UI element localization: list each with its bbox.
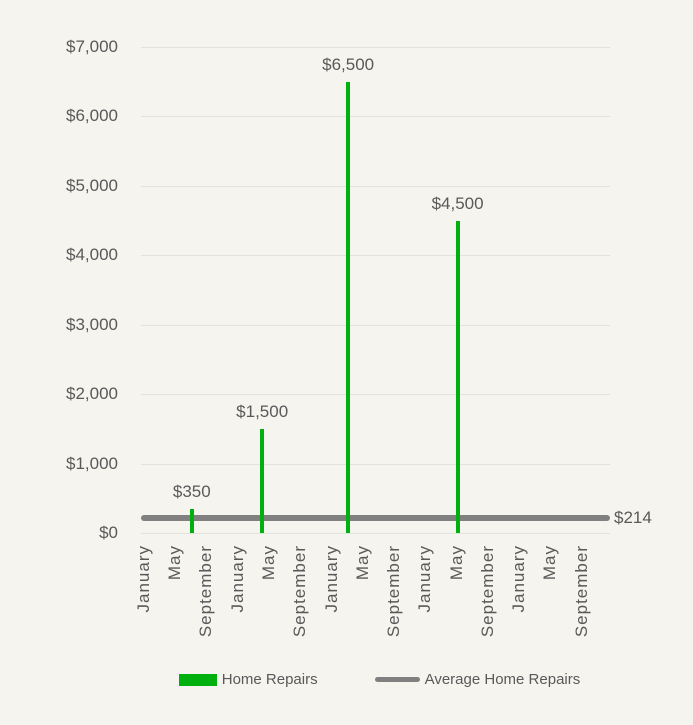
y-gridline (141, 116, 610, 118)
legend-item-average-home-repairs: Average Home Repairs (374, 671, 581, 688)
average-line-value-label: $214 (614, 508, 652, 528)
x-axis-tick-label: January (227, 545, 247, 613)
chart-legend: Home Repairs Average Home Repairs (0, 671, 693, 688)
bar-home-repairs (260, 428, 265, 533)
y-gridline (141, 324, 610, 326)
x-axis-tick-label: January (321, 545, 341, 613)
x-axis-tick-label: September (477, 545, 497, 638)
x-axis-tick-label: September (384, 545, 404, 638)
x-axis-tick-label: January (133, 545, 153, 613)
y-gridline (141, 533, 610, 534)
y-axis-tick-label: $2,000 (66, 384, 118, 404)
y-gridline (141, 185, 610, 187)
average-line (141, 515, 610, 522)
legend-swatch-average-home-repairs (374, 677, 420, 682)
y-axis-tick-label: $5,000 (66, 175, 118, 195)
legend-swatch-home-repairs (178, 673, 217, 686)
x-axis-tick-label: May (540, 545, 560, 581)
x-axis-tick-label: May (352, 545, 372, 581)
legend-label-home-repairs: Home Repairs (221, 671, 318, 688)
y-axis-tick-label: $3,000 (66, 314, 118, 334)
y-gridline (141, 255, 610, 257)
x-axis-tick-label: January (415, 545, 435, 613)
x-axis-tick-label: September (290, 545, 310, 638)
bar-home-repairs (189, 508, 194, 533)
bar-home-repairs (346, 81, 351, 533)
x-axis-tick-label: May (165, 545, 185, 581)
y-gridline (141, 463, 610, 465)
x-axis-tick-label: September (571, 545, 591, 638)
y-axis-tick-label: $7,000 (66, 37, 118, 56)
bar-value-label: $1,500 (236, 401, 289, 421)
x-axis-tick-label: January (509, 545, 529, 613)
y-axis-tick-label: $0 (99, 523, 118, 542)
y-gridline (141, 394, 610, 396)
x-axis-tick-label: May (446, 545, 466, 581)
bar-value-label: $6,500 (322, 54, 375, 74)
y-axis-tick-label: $4,000 (66, 245, 118, 265)
legend-item-home-repairs: Home Repairs (178, 671, 318, 688)
legend-label-average-home-repairs: Average Home Repairs (424, 671, 581, 688)
bar-value-label: $350 (172, 481, 211, 501)
bar-value-label: $4,500 (431, 193, 484, 213)
y-axis-tick-label: $6,000 (66, 106, 118, 126)
bar-home-repairs (455, 220, 460, 533)
x-axis-tick-label: September (196, 545, 216, 638)
x-axis-tick-label: May (258, 545, 278, 581)
y-axis-tick-label: $1,000 (66, 453, 118, 473)
y-gridline (141, 47, 610, 48)
